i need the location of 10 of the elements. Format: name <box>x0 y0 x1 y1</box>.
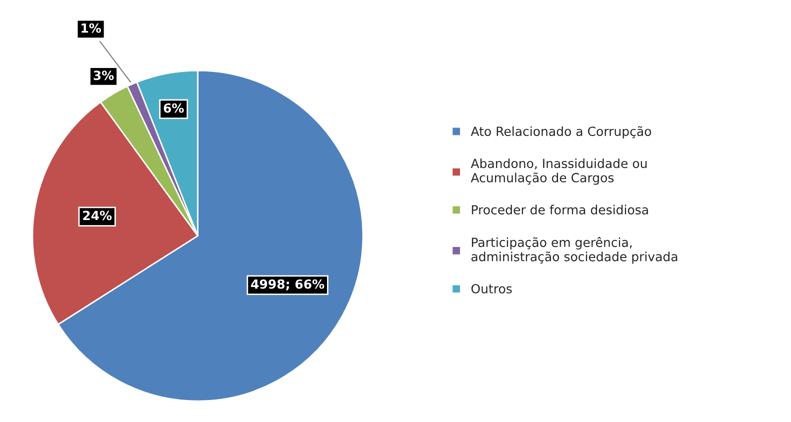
data-label: 24% <box>83 210 112 220</box>
legend-label: Ato Relacionado a Corrupção <box>470 126 652 138</box>
data-label: 6% <box>164 103 184 113</box>
legend-label: Proceder de forma desidiosa <box>472 204 648 214</box>
legend-label: Abandono, Inassiduidade ou Acumulação de Cargos <box>470 158 647 185</box>
data-label: 1% <box>82 23 101 33</box>
legend-label: Outros <box>471 284 512 294</box>
data-label: 4998; 66% <box>251 279 324 290</box>
data-label: 3% <box>94 70 114 80</box>
legend-label: Participação em gerência, administração sociedade privada <box>471 236 678 264</box>
